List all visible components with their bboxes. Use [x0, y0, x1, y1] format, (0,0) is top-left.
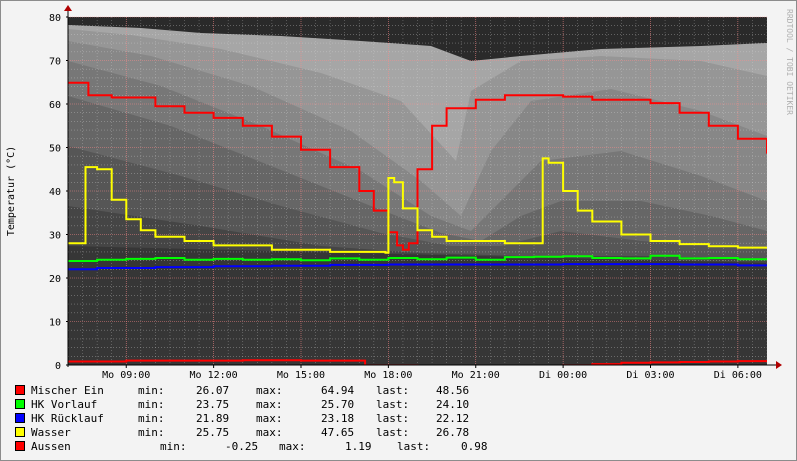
legend-last-value: 48.56: [436, 384, 470, 397]
legend-max-label: max:: [279, 440, 306, 453]
legend-last-label: last:: [376, 384, 410, 397]
y-tick-label: 30: [49, 231, 61, 242]
series-line-3: [68, 157, 767, 254]
temperature-chart: 0 10 20 30 40 50 60 70 80 Mo 09:00 Mo 12:00 Mo 15:…: [6, 5, 794, 381]
legend-min-label: min:: [138, 384, 165, 397]
legend-series-name: Mischer Ein: [31, 384, 104, 397]
legend-min-label: min:: [160, 440, 187, 453]
rrdtool-watermark: RRDTOOL / TOBI OETIKER: [785, 9, 794, 115]
y-tick-label: 10: [49, 318, 61, 329]
legend-swatch: [15, 385, 25, 395]
y-tick-label: 50: [49, 144, 61, 155]
legend-max-value: 47.65: [321, 426, 355, 439]
legend-min-value: 25.75: [196, 426, 230, 439]
legend-last-label: last:: [376, 426, 410, 439]
legend-max-label: max:: [256, 412, 283, 425]
series-line-0: [68, 81, 767, 251]
legend-last-value: 22.12: [436, 412, 470, 425]
x-tick-label: Mo 09:00: [102, 370, 150, 381]
y-axis-arrow: [64, 5, 72, 11]
y-tick-label: 0: [55, 361, 61, 372]
legend-max-value: 25.70: [321, 398, 355, 411]
x-tick-labels: Mo 09:00 Mo 12:00 Mo 15:00 Mo 18:00 Mo 21:00…: [102, 365, 762, 381]
y-tick-label: 60: [49, 100, 61, 111]
legend-max-value: 1.19: [345, 440, 372, 453]
series-line-2: [68, 263, 767, 271]
x-tick-label: Mo 21:00: [452, 370, 500, 381]
legend-swatch: [15, 399, 25, 409]
legend-swatch: [15, 427, 25, 437]
legend-row: Mischer Ein min: 26.07 max: 64.94 last: 48.56: [15, 384, 469, 398]
x-tick-label: Di 06:00: [714, 370, 762, 381]
legend-max-label: max:: [256, 398, 283, 411]
y-tick-label: 80: [49, 13, 61, 24]
legend-series-name: HK Rücklauf: [31, 412, 104, 425]
x-tick-label: Di 03:00: [626, 370, 674, 381]
legend-min-label: min:: [138, 398, 165, 411]
y-tick-labels: 0 10 20 30 40 50 60 70 80: [49, 13, 68, 372]
series-lines: [68, 81, 767, 365]
legend-series-name: HK Vorlauf: [31, 398, 98, 411]
legend-row: Aussen min: -0.25 max: 1.19 last: 0.98: [15, 440, 488, 454]
y-tick-label: 20: [49, 274, 61, 285]
legend-min-value: 26.07: [196, 384, 230, 397]
legend-row: Wasser min: 25.75 max: 47.65 last: 26.78: [15, 426, 469, 440]
legend-last-label: last:: [397, 440, 431, 453]
y-axis-title: Temperatur (°C): [6, 146, 17, 236]
legend-last-label: last:: [376, 412, 410, 425]
legend-last-value: 24.10: [436, 398, 470, 411]
legend-last-label: last:: [376, 398, 410, 411]
x-axis-arrow: [776, 361, 782, 369]
y-tick-label: 40: [49, 187, 61, 198]
legend-series-name: Wasser: [31, 426, 71, 439]
grid: [67, 16, 768, 366]
legend-row: HK Vorlauf min: 23.75 max: 25.70 last: 24.10: [15, 398, 469, 412]
legend-min-label: min:: [138, 412, 165, 425]
legend-row: HK Rücklauf min: 21.89 max: 23.18 last: 22.12: [15, 412, 469, 426]
x-tick-label: Mo 18:00: [364, 370, 412, 381]
background-band-7: [68, 246, 767, 365]
axes: [64, 5, 782, 369]
legend-min-label: min:: [138, 426, 165, 439]
legend-last-value: 26.78: [436, 426, 470, 439]
legend-max-value: 64.94: [321, 384, 355, 397]
series-line-4: [68, 359, 767, 365]
legend-min-value: 23.75: [196, 398, 230, 411]
series-line-1: [68, 254, 767, 262]
legend-max-value: 23.18: [321, 412, 355, 425]
x-tick-label: Mo 15:00: [277, 370, 325, 381]
legend-min-value: 21.89: [196, 412, 230, 425]
legend-swatch: [15, 441, 25, 451]
legend-swatch: [15, 413, 25, 423]
legend-series-name: Aussen: [31, 440, 71, 453]
legend-last-value: 0.98: [461, 440, 488, 453]
x-tick-label: Di 00:00: [539, 370, 587, 381]
legend: Mischer Ein min: 26.07 max: 64.94 last: 48.56 H…: [15, 384, 488, 454]
legend-min-value: -0.25: [225, 440, 259, 453]
legend-max-label: max:: [256, 426, 283, 439]
legend-max-label: max:: [256, 384, 283, 397]
y-tick-label: 70: [49, 57, 61, 68]
x-tick-label: Mo 12:00: [190, 370, 238, 381]
